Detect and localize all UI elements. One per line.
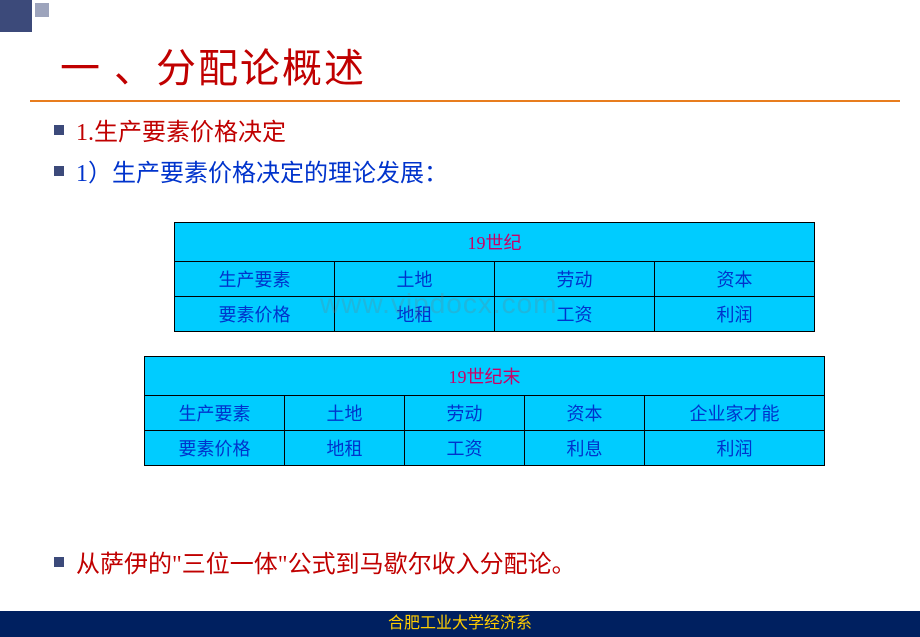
table-cell: 利润	[645, 431, 825, 466]
table-cell: 资本	[655, 262, 815, 297]
table-cell: 生产要素	[145, 396, 285, 431]
text-line-3: 从萨伊的"三位一体"公式到马歇尔收入分配论。	[76, 544, 576, 579]
table-cell: 要素价格	[145, 431, 285, 466]
table-cell: 利息	[525, 431, 645, 466]
table-cell: 企业家才能	[645, 396, 825, 431]
table-cell: 利润	[655, 297, 815, 332]
table-1-wrap: 19世纪生产要素土地劳动资本要素价格地租工资利润	[174, 222, 890, 332]
footer-bar: 合肥工业大学经济系	[0, 611, 920, 637]
divider-line	[30, 100, 900, 102]
table-header: 19世纪末	[145, 357, 825, 396]
table-2-wrap: 19世纪末生产要素土地劳动资本企业家才能要素价格地租工资利息利润	[144, 356, 890, 466]
table-cell: 劳动	[405, 396, 525, 431]
text-line-1: 1.生产要素价格决定	[76, 112, 286, 147]
bullet-line-3: 从萨伊的"三位一体"公式到马歇尔收入分配论。	[54, 544, 576, 579]
table-1: 19世纪生产要素土地劳动资本要素价格地租工资利润	[174, 222, 815, 332]
top-decoration	[0, 0, 49, 32]
table-cell: 土地	[335, 262, 495, 297]
table-cell: 生产要素	[175, 262, 335, 297]
table-cell: 土地	[285, 396, 405, 431]
bullet-icon	[54, 125, 64, 135]
table-2: 19世纪末生产要素土地劳动资本企业家才能要素价格地租工资利息利润	[144, 356, 825, 466]
content-area: 1.生产要素价格决定 1）生产要素价格决定的理论发展： 19世纪生产要素土地劳动…	[54, 112, 890, 506]
deco-square-large	[0, 0, 32, 32]
text-line-2: 1）生产要素价格决定的理论发展：	[76, 153, 448, 188]
table-cell: 地租	[335, 297, 495, 332]
bullet-line-1: 1.生产要素价格决定	[54, 112, 890, 147]
table-cell: 劳动	[495, 262, 655, 297]
table-header: 19世纪	[175, 223, 815, 262]
bullet-icon	[54, 557, 64, 567]
bullet-icon	[54, 166, 64, 176]
page-title: 一 、分配论概述	[60, 36, 366, 94]
deco-square-small	[35, 3, 49, 17]
table-cell: 工资	[405, 431, 525, 466]
table-cell: 地租	[285, 431, 405, 466]
table-cell: 工资	[495, 297, 655, 332]
bullet-line-2: 1）生产要素价格决定的理论发展：	[54, 153, 890, 188]
table-cell: 资本	[525, 396, 645, 431]
table-cell: 要素价格	[175, 297, 335, 332]
